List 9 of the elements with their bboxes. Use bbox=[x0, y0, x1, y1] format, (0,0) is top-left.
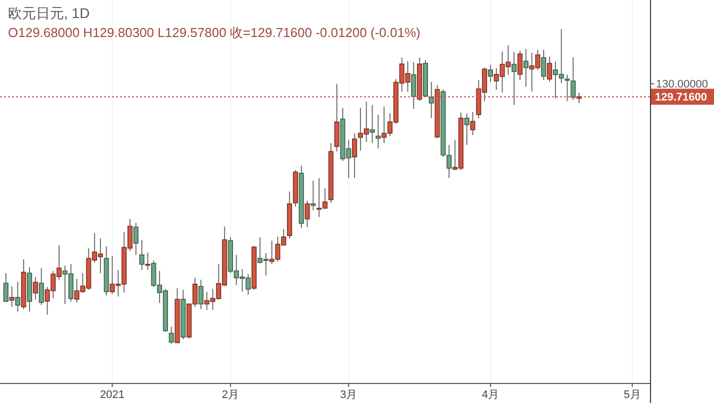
x-tick-label: 2月 bbox=[222, 389, 240, 401]
x-tick-label: 2021 bbox=[100, 389, 125, 401]
text: 129.71600 bbox=[655, 92, 707, 104]
x-tick-label: 4月 bbox=[482, 389, 500, 401]
chart-title: 欧元日元, 1D bbox=[8, 5, 90, 21]
x-tick-label: 5月 bbox=[624, 389, 641, 401]
x-tick-label: 3月 bbox=[340, 389, 358, 401]
text: 130.00000 bbox=[656, 78, 708, 91]
chart-subtitle: O129.68000 H129.80300 L129.57800 收=129.71600 -0.01200 (-0.01%) bbox=[8, 25, 420, 40]
